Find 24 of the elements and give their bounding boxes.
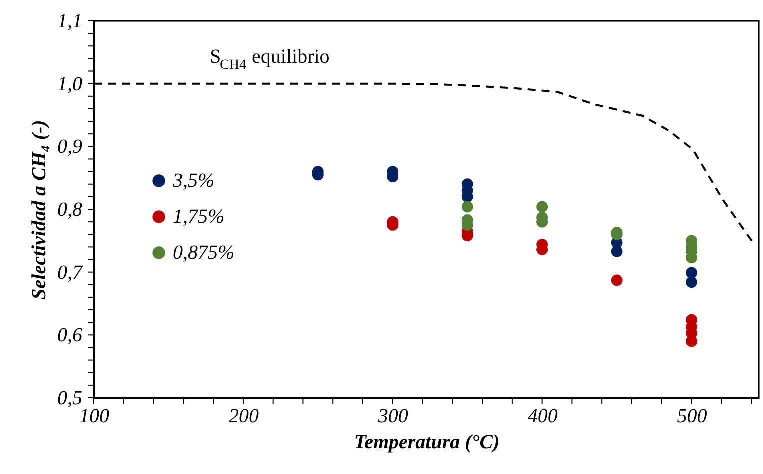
y-axis-title: Selectividad a CH₄ (-) xyxy=(28,120,50,300)
legend-label: 3,5% xyxy=(172,170,215,192)
x-tick-label: 400 xyxy=(528,406,558,428)
point xyxy=(686,336,698,348)
point xyxy=(536,201,548,213)
point xyxy=(686,267,698,279)
y-tick-label: 0,8 xyxy=(58,199,82,221)
y-tick-label: 0,7 xyxy=(58,262,84,284)
x-tick-label: 300 xyxy=(377,406,408,428)
y-tick-label: 1,0 xyxy=(58,73,82,96)
y-tick-label: 0,6 xyxy=(58,324,82,347)
y-tick-label: 0,9 xyxy=(58,136,82,158)
point xyxy=(611,246,623,258)
point xyxy=(686,276,698,288)
x-tick-label: 200 xyxy=(228,406,259,428)
y-tick-label: 1,1 xyxy=(58,10,82,32)
x-tick-label: 500 xyxy=(677,406,708,428)
point xyxy=(462,201,474,213)
x-axis-title: Temperatura (°C) xyxy=(354,432,500,454)
legend-label: 0,875% xyxy=(173,242,235,264)
point xyxy=(611,274,623,286)
legend-label: 1,75% xyxy=(173,206,225,228)
x-tick-label: 100 xyxy=(80,406,110,428)
y-tick-label: 0,5 xyxy=(58,388,82,410)
